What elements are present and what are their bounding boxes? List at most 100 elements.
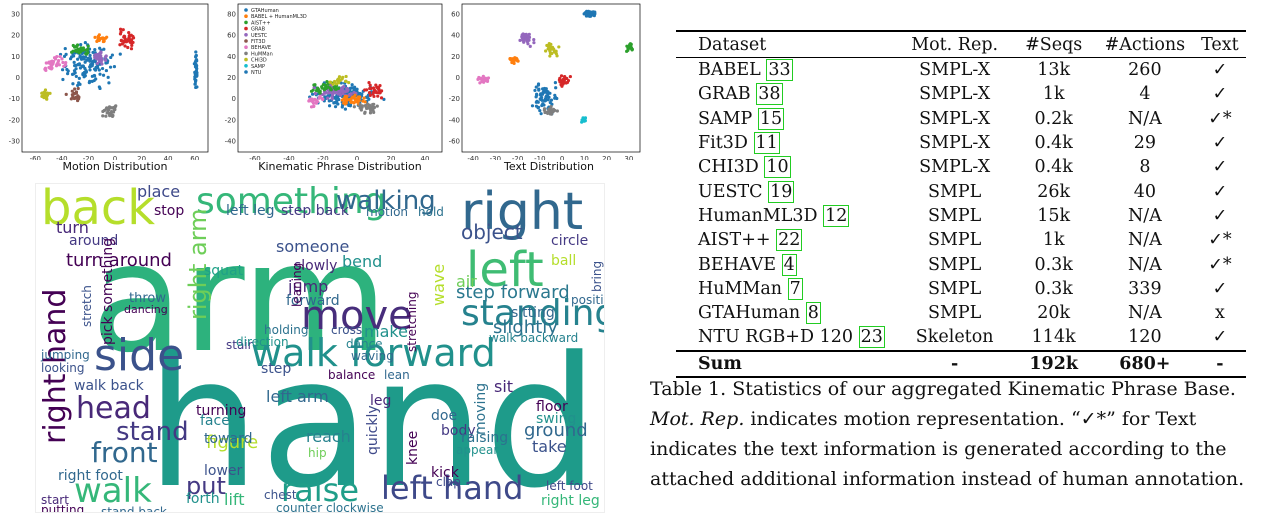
scatter-point <box>118 52 122 56</box>
word-cloud-word: ground <box>524 420 588 441</box>
scatter-point <box>563 75 567 79</box>
cell-seqs: 0.4k <box>1034 157 1073 178</box>
word-cloud-word: pick something <box>100 237 116 345</box>
scatter-point <box>542 86 547 91</box>
cell-mot-rep: SMPL <box>928 230 982 251</box>
scatter-point <box>313 97 317 101</box>
y-tick-label: -20 <box>449 95 460 103</box>
scatter-point <box>317 89 321 94</box>
scatter-point <box>327 99 331 103</box>
scatter-point <box>486 76 491 80</box>
scatter-point <box>90 79 94 84</box>
citation-link[interactable]: 15 <box>757 107 785 130</box>
scatter-point <box>583 119 587 123</box>
table-row: Fit3D 11 SMPL-X 0.4k 29 ✓ <box>676 131 1246 155</box>
scatter-point <box>344 97 349 101</box>
scatter-point <box>365 95 369 99</box>
scatter-point <box>378 83 382 88</box>
citation-link[interactable]: 11 <box>753 132 780 155</box>
scatter-point <box>125 39 130 43</box>
scatter-point <box>62 64 66 68</box>
scatter-point <box>73 49 78 53</box>
cell-dataset: BEHAVE 4 <box>698 253 797 276</box>
scatter-point <box>551 107 556 111</box>
scatter-point <box>477 77 481 81</box>
cell-dataset: AIST++ 22 <box>698 229 803 252</box>
scatter-point <box>83 74 87 78</box>
scatter-point <box>112 106 117 111</box>
cell-mot-rep: SMPL <box>928 303 982 324</box>
word-cloud-word: someone <box>276 237 350 256</box>
scatter-point <box>347 81 351 85</box>
scatter-point <box>86 47 90 51</box>
citation-link[interactable]: 12 <box>823 204 850 227</box>
citation-link[interactable]: 38 <box>756 83 783 106</box>
scatter-point <box>69 97 73 101</box>
scatter-point <box>485 78 489 82</box>
legend-label: BABEL + HumanML3D <box>251 14 307 20</box>
word-cloud-word: turn around <box>66 250 172 271</box>
scatter-point <box>90 64 94 68</box>
legend-marker <box>244 70 248 74</box>
scatter-point <box>71 82 75 86</box>
scatter-point <box>352 101 356 105</box>
word-cloud-word: floor <box>536 399 568 415</box>
word-cloud-word: make <box>364 322 408 341</box>
scatter-panel-kinematic: -60 -40 -20 0 20 40 80 60 40 20 0 -20 -40 GTAHuman BAB… <box>216 0 444 178</box>
x-tick-label: -40 <box>283 155 294 160</box>
citation-link[interactable]: 10 <box>764 156 791 179</box>
statistics-table: Dataset Mot. Rep. #Seqs #Actions Text BA… <box>676 30 1246 378</box>
scatter-point <box>105 61 109 65</box>
scatter-point <box>583 116 588 120</box>
header-dataset: Dataset <box>698 34 767 55</box>
table-header-row: Dataset Mot. Rep. #Seqs #Actions Text <box>676 31 1246 58</box>
scatter-point <box>126 45 130 50</box>
scatter-point <box>536 100 540 104</box>
citation-link[interactable]: 23 <box>858 326 885 349</box>
scatter-point <box>536 105 541 109</box>
y-tick-label: 20 <box>227 74 236 82</box>
scatter-point <box>105 111 109 115</box>
scatter-point <box>43 67 47 71</box>
citation-link[interactable]: 7 <box>787 277 803 300</box>
y-tick-label: 40 <box>227 53 236 61</box>
cell-text: ✓ <box>1212 278 1228 299</box>
word-cloud-word: step back <box>281 203 350 219</box>
scatter-point <box>311 88 315 92</box>
word-cloud-word: position <box>571 293 604 307</box>
scatter-point <box>51 60 56 64</box>
citation-link[interactable]: 8 <box>805 302 821 325</box>
scatter-point <box>627 44 631 49</box>
scatter-point <box>337 75 342 79</box>
citation-link[interactable]: 4 <box>781 253 797 276</box>
scatter-point <box>95 61 100 65</box>
scatter-panel-text: -40 -30 -20 -10 0 10 20 30 60 40 20 0 -20 -40 -60 Text… <box>444 0 644 178</box>
scatter-point <box>193 82 197 86</box>
scatter-point <box>349 92 353 96</box>
x-tick-label: 20 <box>602 155 611 160</box>
table-row: HumanML3D 12 SMPL 15k N/A ✓ <box>676 204 1246 228</box>
scatter-point <box>542 89 546 93</box>
y-tick-label: -30 <box>9 137 20 145</box>
scatter-point <box>329 88 333 92</box>
scatter-point <box>580 118 584 122</box>
scatter-point <box>546 98 550 102</box>
scatter-point <box>73 63 77 68</box>
citation-link[interactable]: 33 <box>766 59 793 82</box>
cell-seqs: 0.4k <box>1034 133 1073 154</box>
scatter-point <box>565 76 569 81</box>
word-cloud-word: walk backward <box>489 331 579 345</box>
y-tick-label: -10 <box>9 95 20 103</box>
scatter-point <box>98 72 102 76</box>
scatter-point <box>50 66 54 70</box>
cell-seqs: 114k <box>1031 327 1076 348</box>
scatter-point <box>536 83 541 87</box>
citation-link[interactable]: 22 <box>776 229 803 252</box>
cell-dataset: UESTC 19 <box>698 180 795 203</box>
cell-actions: N/A <box>1127 205 1162 226</box>
scatter-point <box>345 94 349 99</box>
scatter-point <box>123 37 127 41</box>
scatter-point <box>101 37 106 41</box>
scatter-point <box>194 50 198 54</box>
citation-link[interactable]: 19 <box>768 180 795 203</box>
